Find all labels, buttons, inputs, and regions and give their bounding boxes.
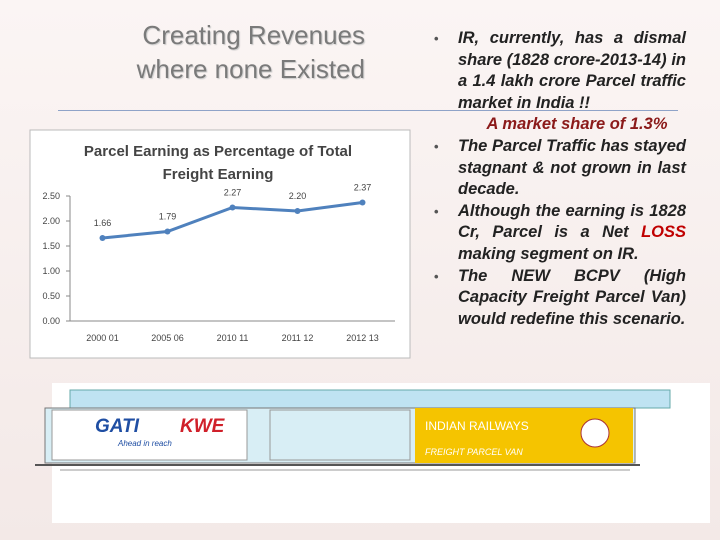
x-tick-label: 2012 13 xyxy=(346,333,379,343)
y-tick-label: 1.00 xyxy=(42,266,60,276)
divider xyxy=(58,110,678,111)
chart-frame xyxy=(29,129,411,359)
title-line: Creating Revenues xyxy=(142,20,365,50)
title-line: where none Existed xyxy=(136,54,365,84)
data-label: 2.20 xyxy=(289,191,307,201)
van-text: FREIGHT PARCEL VAN xyxy=(425,447,523,457)
van-roof xyxy=(69,389,671,409)
bullet: IR, currently, has a dismal share (1828 … xyxy=(432,28,686,136)
bullet-text: The Parcel Traffic has stayed stagnant &… xyxy=(458,136,686,199)
highlight: A market share of 1.3% xyxy=(486,115,668,134)
van-drawing: GATI KWE Ahead in reach INDIAN RAILWAYS … xyxy=(35,383,710,523)
bullet: The NEW BCPV (High Capacity Freight Parc… xyxy=(432,266,686,331)
bullet-text: IR, currently, has a dismal share (1828 … xyxy=(458,29,686,112)
logo: KWE xyxy=(180,416,226,437)
data-point xyxy=(99,235,106,241)
x-tick-label: 2005 06 xyxy=(151,333,184,343)
data-point xyxy=(294,208,301,214)
y-tick-label: 0.00 xyxy=(42,316,60,326)
bullet-emphasis: LOSS xyxy=(641,223,686,242)
chart-title: Parcel Earning as Percentage of Total xyxy=(84,143,352,160)
bullet-list: IR, currently, has a dismal share (1828 … xyxy=(432,28,686,330)
bullet-text: The NEW BCPV (High Capacity Freight Parc… xyxy=(458,266,686,328)
chart-title: Freight Earning xyxy=(163,166,274,183)
tagline: Ahead in reach xyxy=(117,439,172,448)
van-text: INDIAN RAILWAYS xyxy=(425,419,529,433)
slide-title: Creating Revenues where none Existed xyxy=(60,18,365,86)
door xyxy=(269,409,411,461)
logo: GATI xyxy=(95,416,140,437)
plot: 0.00 0.50 1.00 1.50 2.00 2.50 2000 01 2005 06 20… xyxy=(42,183,395,343)
data-label: 2.37 xyxy=(354,183,372,193)
data-point xyxy=(359,199,366,206)
y-tick-label: 2.50 xyxy=(42,191,60,201)
bullet: Although the earning is 1828 Cr, Parcel … xyxy=(432,201,686,266)
y-tick-label: 1.50 xyxy=(42,241,60,251)
y-tick-label: 2.00 xyxy=(42,216,60,226)
data-label: 2.27 xyxy=(224,188,242,198)
bullet-text: making segment on IR. xyxy=(458,244,639,263)
data-label: 1.66 xyxy=(94,218,112,228)
x-tick-label: 2010 11 xyxy=(217,333,249,343)
x-tick-label: 2011 12 xyxy=(282,333,314,343)
bullet: The Parcel Traffic has stayed stagnant &… xyxy=(432,136,686,201)
bullet-text: Although the earning is 1828 Cr, Parcel … xyxy=(458,201,686,242)
y-tick-label: 0.50 xyxy=(42,291,60,301)
logo-panel xyxy=(51,409,248,461)
data-point xyxy=(229,204,236,211)
emblem xyxy=(580,418,610,448)
data-label: 1.79 xyxy=(159,212,177,222)
data-point xyxy=(164,228,171,235)
x-tick-label: 2000 01 xyxy=(86,333,119,343)
